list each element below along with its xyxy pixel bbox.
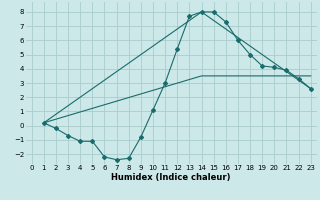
X-axis label: Humidex (Indice chaleur): Humidex (Indice chaleur) <box>111 173 231 182</box>
